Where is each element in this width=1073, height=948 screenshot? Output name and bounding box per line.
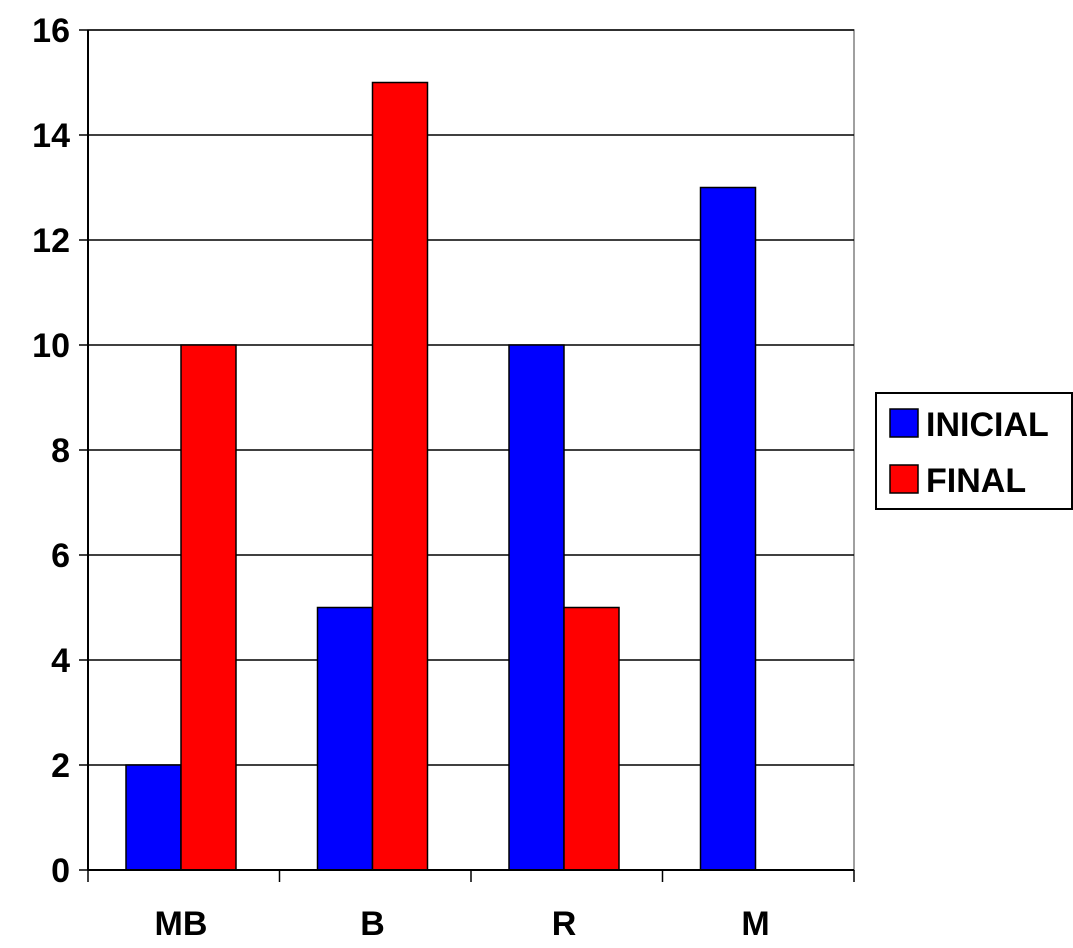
y-tick-label-8: 8 bbox=[51, 432, 70, 470]
bar-final-mb bbox=[180, 344, 237, 871]
bar-inicial-b bbox=[316, 606, 374, 871]
y-tick-label-0: 0 bbox=[51, 852, 70, 890]
y-tick-label-10: 10 bbox=[32, 327, 70, 365]
bar-final-r bbox=[563, 606, 620, 871]
axes bbox=[79, 29, 855, 882]
legend-swatch-inicial bbox=[889, 408, 919, 438]
legend-label-inicial: INICIAL bbox=[926, 406, 1049, 444]
legend-label-final: FINAL bbox=[926, 462, 1026, 500]
x-tick-label-r: R bbox=[552, 905, 577, 943]
x-tick-label-b: B bbox=[360, 905, 385, 943]
y-axis-tick-labels: 0 2 4 6 8 10 12 14 16 bbox=[32, 12, 70, 890]
y-tick-label-6: 6 bbox=[51, 537, 70, 575]
bar-inicial-r bbox=[508, 344, 565, 871]
legend: INICIAL FINAL bbox=[875, 392, 1073, 510]
bar-final-b bbox=[371, 81, 429, 871]
y-tick-label-4: 4 bbox=[51, 642, 70, 680]
y-tick-label-16: 16 bbox=[32, 12, 70, 50]
bar-inicial-mb bbox=[125, 764, 182, 871]
y-tick-label-12: 12 bbox=[32, 222, 70, 260]
x-axis-tick-labels: MB B R M bbox=[155, 905, 770, 943]
legend-swatch-final bbox=[889, 464, 919, 494]
y-tick-label-14: 14 bbox=[32, 117, 70, 155]
bars bbox=[125, 81, 757, 871]
plot-area: 0 2 4 6 8 10 12 14 16 MB B R M bbox=[32, 12, 855, 943]
y-tick-label-2: 2 bbox=[51, 747, 70, 785]
x-tick-label-m: M bbox=[741, 905, 769, 943]
x-tick-label-mb: MB bbox=[155, 905, 208, 943]
bar-inicial-m bbox=[699, 186, 757, 871]
